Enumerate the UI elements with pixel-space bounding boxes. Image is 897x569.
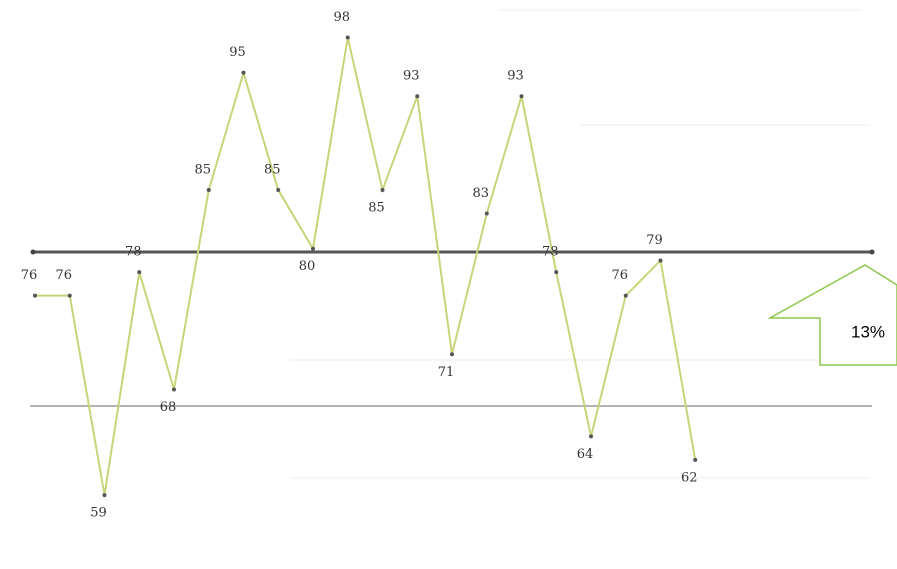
data-label: 76 [55, 268, 72, 283]
point [693, 457, 698, 462]
point [206, 188, 211, 193]
data-label: 95 [229, 45, 246, 60]
point [172, 387, 176, 392]
point [380, 188, 385, 193]
point [33, 293, 37, 298]
point [554, 270, 559, 275]
point [102, 493, 107, 498]
point [311, 246, 315, 251]
line [35, 37, 697, 496]
point [484, 211, 489, 216]
point [589, 434, 593, 439]
point [137, 270, 142, 275]
data-label: 83 [472, 186, 489, 201]
data-label: 78 [125, 245, 142, 260]
reference-end [869, 249, 875, 255]
callout-text: 13% [851, 322, 885, 341]
callout [767, 264, 897, 366]
point [450, 352, 454, 357]
reference-end [30, 249, 36, 255]
data-label: 80 [299, 259, 316, 274]
data-label: 85 [368, 201, 385, 216]
data-label: 71 [438, 365, 455, 380]
background-lines [290, 9, 870, 479]
point [276, 188, 281, 193]
point [623, 293, 628, 298]
data-label: 93 [507, 69, 524, 84]
data-label: 68 [160, 400, 177, 415]
data-label: 98 [333, 10, 350, 25]
data-label: 76 [21, 268, 38, 283]
point [241, 70, 246, 75]
point [345, 35, 350, 40]
data-label: 76 [611, 268, 628, 283]
data-label: 85 [264, 163, 281, 178]
point [67, 293, 72, 298]
data-label: 79 [646, 233, 663, 248]
data-label: 85 [194, 163, 211, 178]
point [658, 258, 663, 263]
data-label: 78 [542, 245, 559, 260]
data-label: 93 [403, 69, 420, 84]
data-label: 62 [681, 470, 698, 485]
point [415, 94, 420, 99]
data-label: 64 [577, 447, 594, 462]
data-label: 59 [90, 506, 107, 521]
point [519, 94, 524, 99]
